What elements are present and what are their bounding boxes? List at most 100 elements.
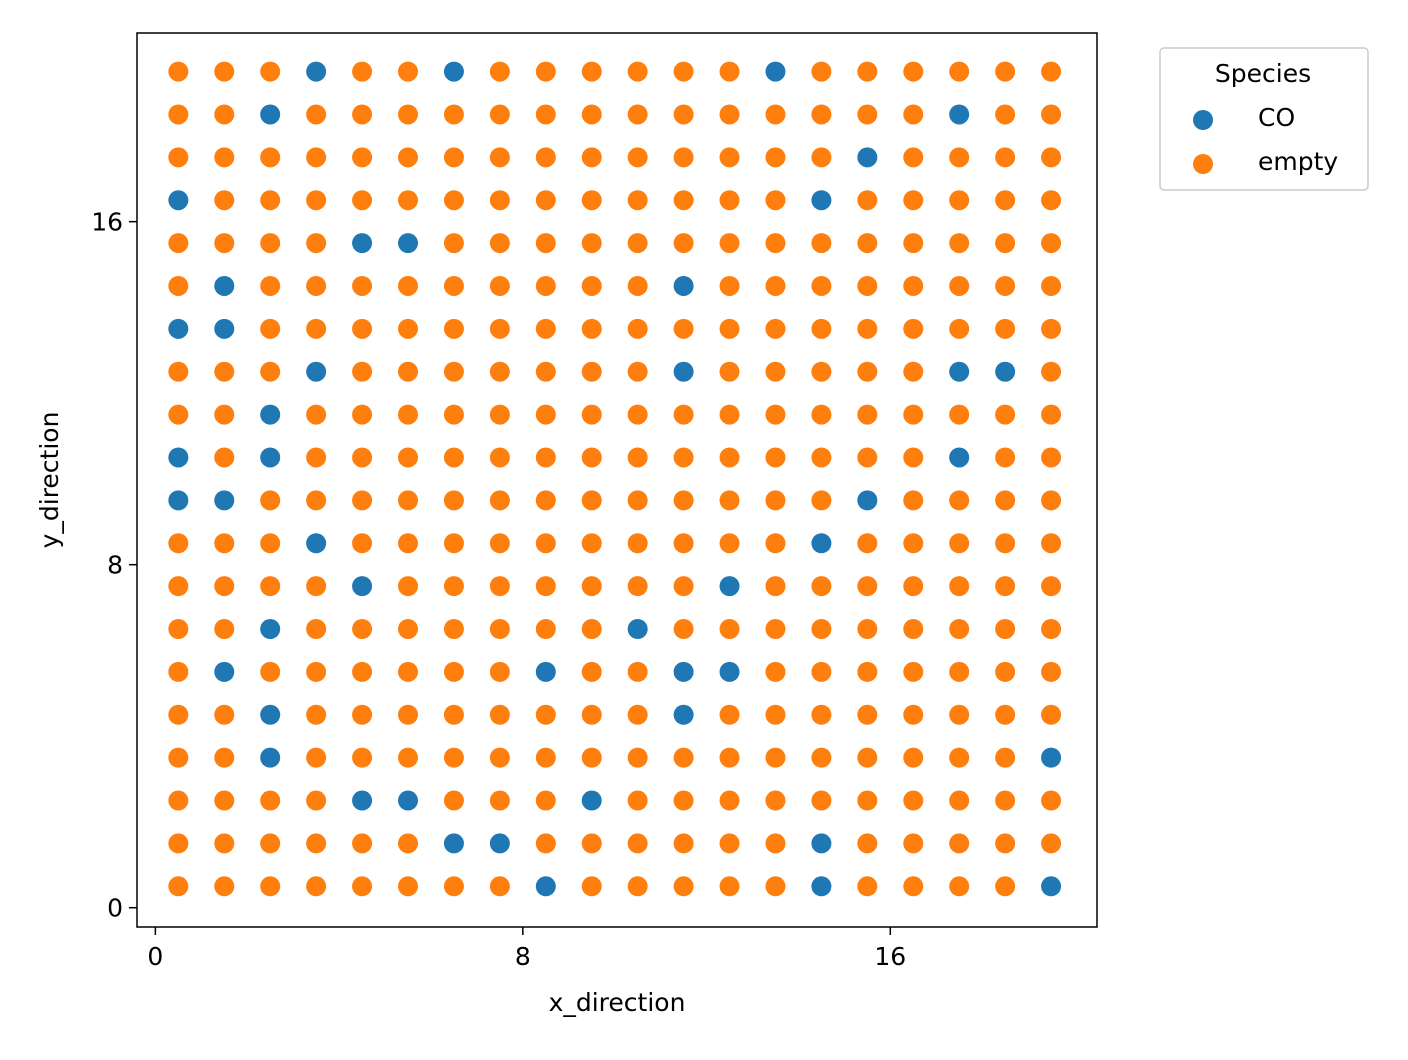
point-empty (306, 190, 327, 211)
point-empty (673, 576, 694, 597)
point-co (535, 876, 556, 897)
point-empty (535, 104, 556, 125)
point-empty (719, 318, 740, 339)
point-empty (903, 876, 924, 897)
point-empty (443, 404, 464, 425)
point-empty (489, 361, 510, 382)
point-empty (260, 318, 281, 339)
point-empty (443, 619, 464, 639)
point-empty (581, 147, 602, 168)
point-empty (627, 104, 648, 125)
point-empty (765, 233, 786, 254)
point-empty (398, 61, 419, 82)
point-empty (443, 361, 464, 382)
point-empty (398, 833, 419, 854)
point-co (811, 876, 832, 897)
point-empty (168, 361, 189, 382)
point-empty (398, 190, 419, 211)
point-empty (765, 833, 786, 854)
point-empty (489, 447, 510, 468)
point-empty (1041, 233, 1062, 254)
point-empty (857, 876, 878, 897)
point-empty (811, 361, 832, 382)
point-co (857, 490, 878, 511)
point-empty (581, 490, 602, 511)
point-empty (811, 61, 832, 82)
point-empty (581, 533, 602, 554)
point-empty (306, 233, 327, 254)
point-empty (581, 233, 602, 254)
point-empty (673, 619, 694, 639)
point-empty (811, 661, 832, 682)
point-co (352, 233, 373, 254)
point-empty (581, 361, 602, 382)
point-empty (535, 704, 556, 725)
point-co (719, 576, 740, 597)
point-empty (1041, 104, 1062, 125)
point-empty (995, 147, 1016, 168)
point-co (673, 361, 694, 382)
point-empty (443, 104, 464, 125)
point-empty (535, 533, 556, 554)
point-co (214, 275, 235, 296)
point-empty (352, 747, 373, 768)
point-empty (1041, 361, 1062, 382)
point-empty (765, 490, 786, 511)
point-empty (443, 661, 464, 682)
point-empty (765, 790, 786, 811)
point-empty (306, 576, 327, 597)
data-points (168, 61, 1062, 897)
point-co (765, 61, 786, 82)
point-co (949, 361, 970, 382)
point-empty (581, 704, 602, 725)
point-empty (765, 619, 786, 639)
point-empty (489, 318, 510, 339)
point-empty (260, 790, 281, 811)
point-empty (535, 747, 556, 768)
point-co (995, 361, 1016, 382)
point-empty (398, 490, 419, 511)
point-empty (627, 576, 648, 597)
point-empty (168, 104, 189, 125)
point-empty (489, 790, 510, 811)
point-empty (581, 576, 602, 597)
point-empty (903, 361, 924, 382)
point-co (260, 747, 281, 768)
point-empty (627, 876, 648, 897)
point-empty (443, 533, 464, 554)
point-empty (260, 833, 281, 854)
point-co (398, 790, 419, 811)
point-empty (352, 533, 373, 554)
point-empty (398, 704, 419, 725)
point-empty (995, 790, 1016, 811)
point-empty (214, 104, 235, 125)
point-empty (352, 61, 373, 82)
point-empty (995, 318, 1016, 339)
point-empty (673, 104, 694, 125)
point-empty (535, 361, 556, 382)
point-empty (214, 361, 235, 382)
point-empty (857, 318, 878, 339)
point-empty (260, 190, 281, 211)
point-empty (627, 704, 648, 725)
point-empty (306, 704, 327, 725)
point-empty (489, 233, 510, 254)
point-empty (627, 233, 648, 254)
point-empty (719, 790, 740, 811)
point-empty (168, 747, 189, 768)
point-empty (765, 404, 786, 425)
point-empty (903, 790, 924, 811)
point-empty (489, 619, 510, 639)
point-empty (352, 104, 373, 125)
point-empty (443, 576, 464, 597)
point-empty (811, 447, 832, 468)
point-empty (995, 104, 1016, 125)
point-co (1041, 747, 1062, 768)
point-empty (903, 233, 924, 254)
point-empty (489, 704, 510, 725)
point-empty (535, 833, 556, 854)
point-empty (1041, 275, 1062, 296)
point-empty (719, 61, 740, 82)
point-empty (719, 833, 740, 854)
point-empty (949, 790, 970, 811)
